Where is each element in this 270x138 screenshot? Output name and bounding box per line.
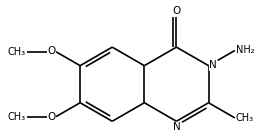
Text: CH₃: CH₃ (8, 47, 26, 57)
Text: O: O (47, 46, 55, 56)
Text: O: O (47, 112, 55, 122)
Text: CH₃: CH₃ (8, 112, 26, 122)
Text: N: N (209, 60, 217, 70)
Text: O: O (172, 6, 181, 16)
Text: CH₃: CH₃ (236, 113, 254, 123)
Text: N: N (173, 122, 180, 132)
Text: NH₂: NH₂ (236, 45, 255, 55)
